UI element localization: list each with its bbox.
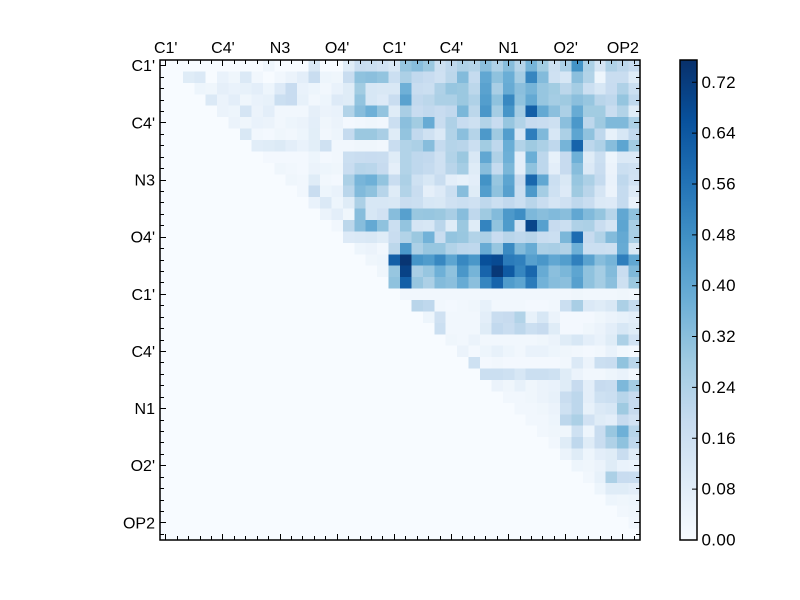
svg-text:C4': C4'	[440, 40, 464, 57]
svg-text:0.08: 0.08	[702, 480, 737, 499]
svg-text:0.72: 0.72	[702, 73, 737, 92]
svg-text:O4': O4'	[131, 230, 155, 247]
svg-text:C4': C4'	[211, 40, 235, 57]
svg-text:N3: N3	[135, 173, 156, 190]
svg-text:0.24: 0.24	[702, 378, 737, 397]
svg-text:C1': C1'	[154, 40, 178, 57]
svg-text:OP2: OP2	[607, 40, 639, 57]
svg-text:0.16: 0.16	[702, 429, 737, 448]
svg-text:O4': O4'	[325, 40, 349, 57]
svg-text:C1': C1'	[131, 58, 155, 75]
svg-text:0.64: 0.64	[702, 124, 737, 143]
svg-text:C1': C1'	[383, 40, 407, 57]
svg-text:0.00: 0.00	[702, 531, 737, 550]
svg-text:C4': C4'	[131, 115, 155, 132]
svg-text:0.56: 0.56	[702, 174, 737, 193]
svg-text:0.32: 0.32	[702, 327, 737, 346]
svg-text:N1: N1	[135, 401, 156, 418]
svg-text:OP2: OP2	[123, 515, 155, 532]
svg-text:0.48: 0.48	[702, 225, 737, 244]
svg-text:C4': C4'	[131, 344, 155, 361]
svg-text:N3: N3	[270, 40, 291, 57]
svg-text:N1: N1	[498, 40, 519, 57]
svg-text:C1': C1'	[131, 287, 155, 304]
svg-text:0.40: 0.40	[702, 276, 737, 295]
svg-text:O2': O2'	[131, 458, 155, 475]
svg-text:O2': O2'	[553, 40, 577, 57]
